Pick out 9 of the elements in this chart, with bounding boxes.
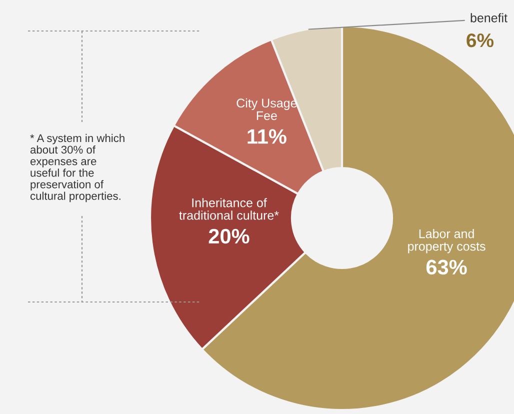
slice-label: City Usage Fee <box>236 98 297 120</box>
data-label: 63% <box>426 260 467 275</box>
slice-label: Inheritance of traditional culture* <box>179 198 279 220</box>
text: * A system in which about 30% of expenses are useful for the preservation of cultural properties. <box>30 134 124 202</box>
slice-label: benefit <box>470 13 508 22</box>
data-label: 6% <box>466 33 494 48</box>
data-label: 20% <box>208 228 250 244</box>
slice-label: Labor and property costs <box>408 229 486 254</box>
data-label: 11% <box>248 129 286 144</box>
